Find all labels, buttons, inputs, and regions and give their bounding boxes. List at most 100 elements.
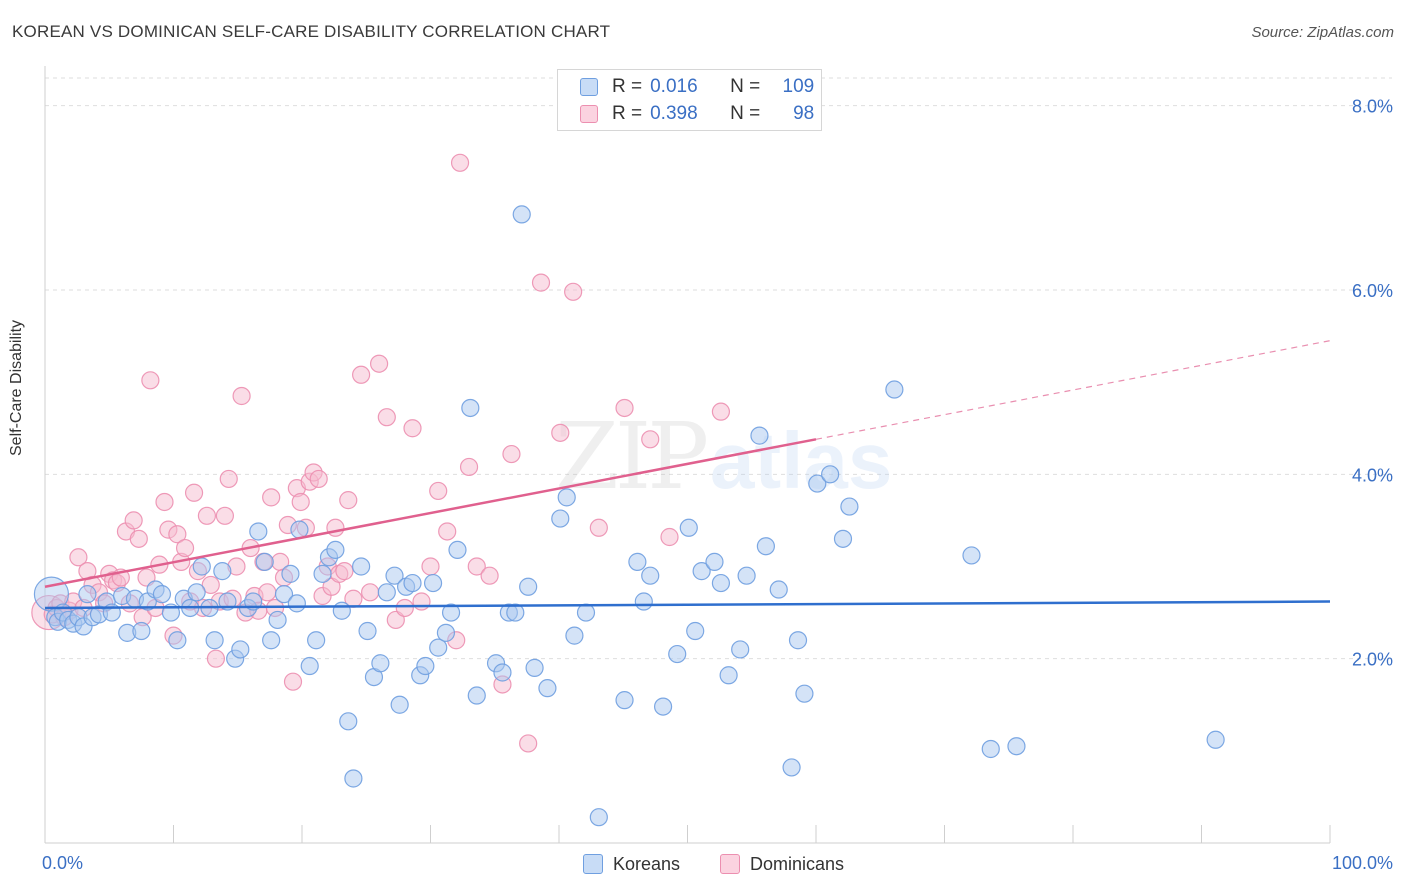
dominican-point: [201, 575, 220, 595]
stats-legend: R = 0.016 N = 109 R = 0.398 N = 98: [557, 69, 822, 131]
korean-point: [686, 621, 705, 641]
korean-point: [1206, 730, 1225, 749]
korean-point: [218, 592, 237, 611]
korean-point: [833, 529, 853, 548]
dominican-point: [339, 491, 358, 510]
korean-point: [78, 585, 97, 604]
korean-point: [231, 640, 250, 659]
dominican-point: [531, 273, 551, 292]
korean-point: [192, 557, 211, 576]
korean-point: [152, 585, 172, 604]
korean-point: [551, 509, 570, 528]
korean-point: [290, 520, 309, 539]
dominican-point: [184, 483, 204, 502]
korean-point: [711, 573, 731, 593]
korean-point: [467, 686, 486, 705]
korean-point: [213, 562, 232, 581]
korean-point: [332, 601, 351, 620]
korean-point: [268, 610, 287, 630]
korean-point: [512, 205, 531, 224]
dominican-point: [175, 538, 195, 558]
korean-point: [300, 656, 319, 676]
korean-point: [423, 573, 443, 593]
dominican-point: [551, 423, 570, 442]
dominican-point: [459, 457, 479, 477]
gridlines: [45, 77, 1392, 660]
korean-point: [679, 518, 698, 537]
korean-point: [808, 474, 827, 493]
korean-point: [339, 712, 358, 731]
korean-point: [981, 739, 1000, 759]
dominican-point: [564, 282, 583, 301]
trend-lines: [44, 340, 1331, 610]
n-label: N =: [730, 103, 761, 124]
dominican-point: [519, 734, 538, 753]
korean-point: [281, 564, 300, 583]
dominican-point: [377, 408, 396, 427]
dominican-point: [141, 371, 160, 390]
legend-row-dominicans: R = 0.398 N = 98: [580, 101, 814, 127]
korean-point: [187, 583, 206, 602]
bottom-legend-koreans: Koreans: [583, 851, 680, 877]
korean-point: [307, 631, 326, 650]
korean-point: [737, 566, 756, 585]
chart-title: KOREAN VS DOMINICAN SELF-CARE DISABILITY…: [12, 22, 611, 41]
korean-point: [326, 540, 345, 560]
korean-point: [168, 631, 187, 650]
dominican-point: [412, 592, 431, 611]
x-tick-label: 0.0%: [42, 853, 83, 873]
korean-point: [1007, 737, 1026, 756]
dominican-point: [309, 469, 328, 489]
dominican-point: [421, 557, 440, 576]
bottom-legend-dominicans: Dominicans: [720, 851, 844, 877]
dominican-point: [155, 492, 174, 512]
dominican-point: [232, 386, 251, 406]
svg-text:ZIP: ZIP: [555, 403, 706, 510]
korean-point: [719, 666, 738, 685]
dominican-point: [502, 444, 521, 464]
dominicans-legend-label: Dominicans: [750, 853, 845, 874]
korean-point: [750, 426, 769, 445]
korean-point: [436, 623, 456, 642]
korean-point: [525, 658, 544, 677]
r-value: 0.398: [650, 103, 698, 124]
tick-labels: 2.0% 4.0% 6.0% 8.0% 0.0% 100.0%: [42, 97, 1393, 873]
korean-point: [885, 380, 904, 399]
korean-point: [557, 488, 576, 507]
koreans-legend-label: Koreans: [613, 853, 681, 874]
korean-point: [416, 656, 435, 676]
korean-point: [821, 465, 840, 484]
korean-point: [731, 640, 750, 659]
korean-point: [493, 663, 512, 682]
korean-point: [448, 540, 467, 560]
korean-point: [344, 769, 363, 788]
y-tick-label: 4.0%: [1352, 465, 1393, 485]
y-tick-label: 2.0%: [1352, 650, 1393, 670]
korean-point: [634, 592, 653, 611]
dominican-point: [615, 398, 634, 418]
korean-point: [371, 654, 390, 673]
dominican-point: [395, 598, 414, 618]
legend-row-koreans: R = 0.016 N = 109: [580, 74, 814, 100]
axes: [44, 66, 1331, 844]
dominicans-swatch: [580, 105, 598, 123]
dominican-point: [168, 525, 187, 544]
y-tick-label: 6.0%: [1352, 281, 1393, 301]
korean-point: [538, 679, 557, 698]
dominican-point: [335, 562, 354, 581]
korean-point: [615, 691, 634, 710]
dominican-point: [361, 583, 380, 602]
dominican-point: [370, 354, 389, 373]
korean-point: [788, 631, 808, 650]
r-value: 0.016: [650, 76, 698, 97]
x-tick-label: 100.0%: [1332, 853, 1393, 873]
dominican-point: [283, 672, 303, 691]
korean-point: [249, 522, 268, 541]
dominican-point: [69, 548, 88, 567]
korean-point: [429, 638, 448, 657]
dominican-point: [589, 518, 608, 537]
koreans-swatch: [580, 78, 598, 96]
korean-point: [565, 626, 584, 645]
korean-point: [756, 537, 775, 556]
